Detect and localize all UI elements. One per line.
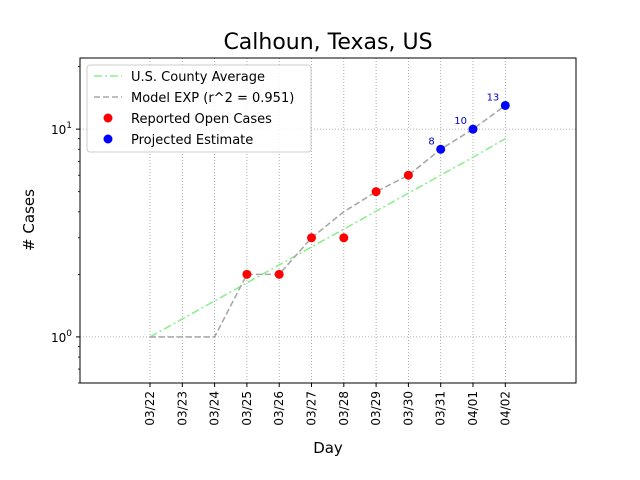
projected-estimate-point — [436, 144, 446, 154]
reported-open-cases-point — [403, 170, 413, 180]
legend-label-projected-estimate: Projected Estimate — [131, 133, 253, 148]
x-tick-label: 03/24 — [208, 391, 222, 426]
projected-estimate-point — [468, 124, 478, 134]
projected-estimate-data-label: 8 — [428, 136, 434, 147]
legend-swatch-projected-estimate — [103, 134, 113, 144]
reported-open-cases-point — [242, 269, 252, 279]
x-tick-label: 03/27 — [305, 391, 319, 426]
x-tick-label: 03/31 — [434, 391, 448, 426]
y-axis-label: # Cases — [20, 189, 38, 251]
u-s-county-average-line — [149, 137, 506, 338]
x-tick-label: 03/25 — [240, 391, 254, 426]
legend-frame — [86, 64, 312, 153]
reported-open-cases-point — [274, 269, 284, 279]
reported-open-cases-point — [339, 233, 349, 243]
chart-title: Calhoun, Texas, US — [223, 30, 432, 55]
projected-estimate-point — [500, 100, 510, 110]
x-tick-label: 03/23 — [175, 391, 189, 426]
x-tick-label: 03/30 — [401, 391, 415, 426]
x-axis-label: Day — [313, 439, 343, 457]
x-tick-label: 03/26 — [272, 391, 286, 426]
projected-estimate-data-label: 10 — [454, 116, 467, 127]
x-tick-label: 04/02 — [498, 391, 512, 426]
y-tick-label: 101 — [51, 121, 72, 137]
y-tick-label: 100 — [51, 329, 72, 345]
x-tick-label: 03/29 — [369, 391, 383, 426]
model-exp-r-2-0-951-line — [150, 104, 506, 338]
legend-swatch-reported-open-cases — [103, 113, 113, 123]
legend-label-model-exp-r-2-0-951: Model EXP (r^2 = 0.951) — [131, 91, 294, 106]
x-tick-label: 04/01 — [466, 391, 480, 426]
x-tick-label: 03/22 — [143, 391, 157, 426]
legend: U.S. County Average Model EXP (r^2 = 0.95… — [86, 64, 312, 153]
legend-label-u-s-county-average: U.S. County Average — [131, 70, 265, 85]
legend-label-reported-open-cases: Reported Open Cases — [131, 112, 272, 127]
plot-frame — [79, 57, 577, 384]
x-tick-label: 03/28 — [337, 391, 351, 426]
reported-open-cases-point — [371, 187, 381, 197]
reported-open-cases-point — [307, 233, 316, 243]
projected-estimate-data-label: 13 — [487, 92, 500, 103]
